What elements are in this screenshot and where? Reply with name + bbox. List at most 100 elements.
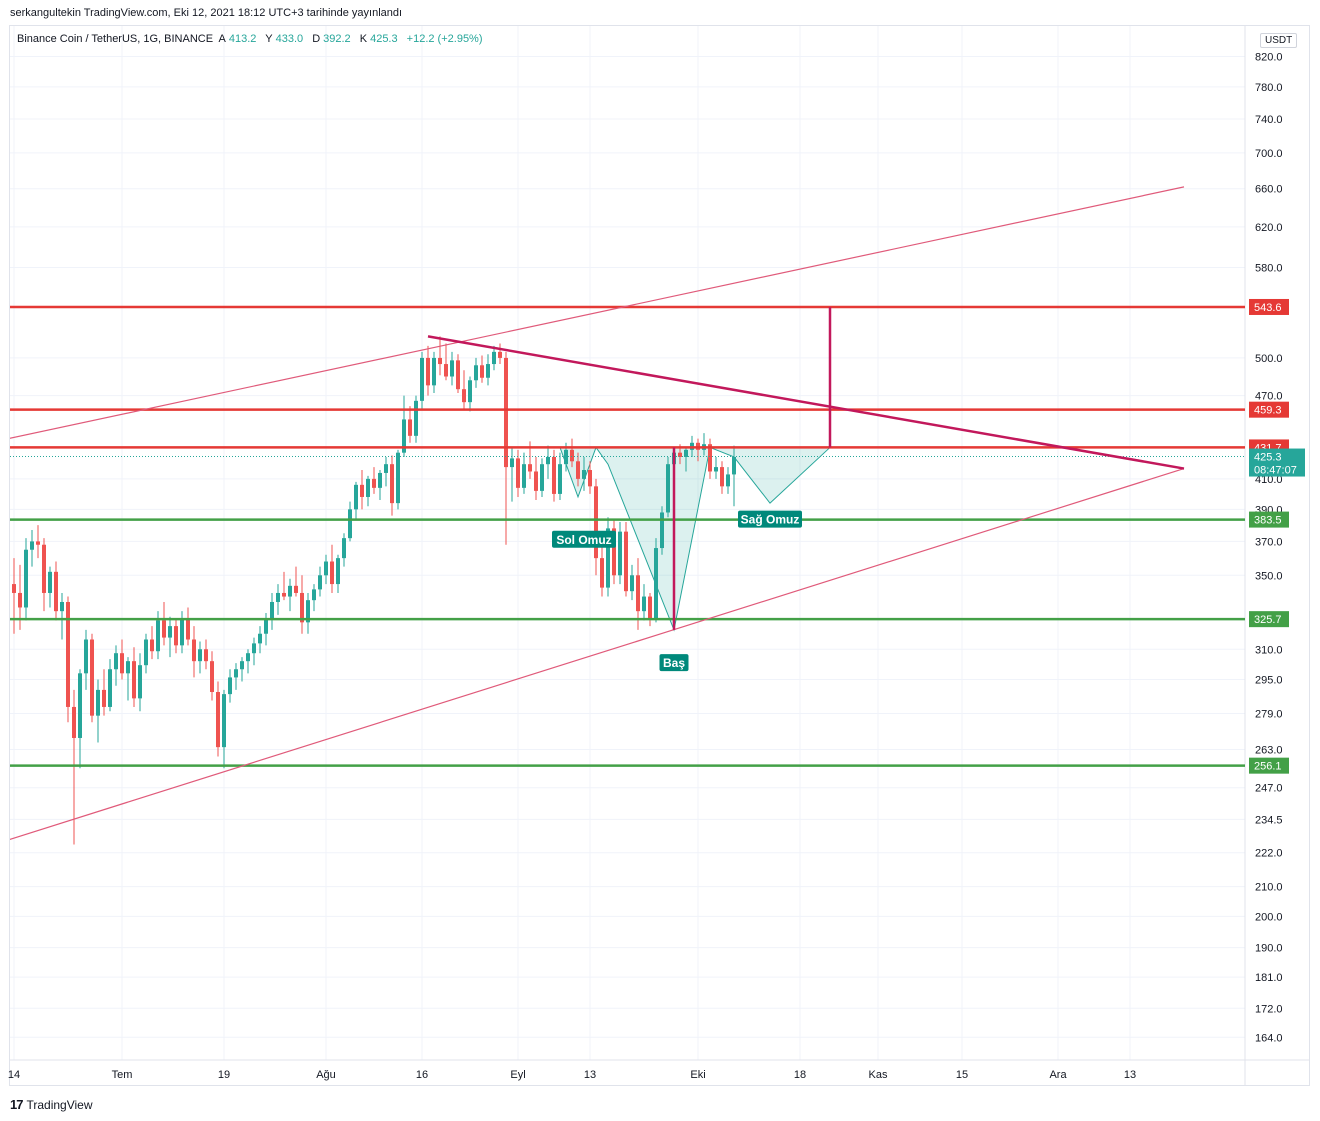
candle-body <box>138 665 142 699</box>
level-price-tag <box>1249 401 1289 418</box>
y-tick-label: 190.0 <box>1255 943 1283 955</box>
candle-body <box>588 470 592 487</box>
currency-selector[interactable]: USDT <box>1260 33 1298 48</box>
candle-body <box>708 444 712 472</box>
candle-body <box>666 464 670 513</box>
candle-body <box>330 561 334 585</box>
annotation-label: Baş <box>663 656 685 670</box>
candle-body <box>144 639 148 666</box>
candle-body <box>48 571 52 593</box>
candle-body <box>24 549 28 608</box>
candle-body <box>432 357 436 386</box>
y-tick-label: 263.0 <box>1255 744 1283 756</box>
y-tick-label: 820.0 <box>1255 51 1283 63</box>
candle-body <box>474 365 478 381</box>
candle-body <box>636 575 640 612</box>
candle-body <box>324 561 328 576</box>
candle-body <box>414 400 418 436</box>
brand-name: TradingView <box>26 1097 93 1112</box>
candle-body <box>510 458 514 468</box>
annotation-box <box>552 530 616 548</box>
candle-body <box>96 689 100 716</box>
candle-body <box>528 464 532 472</box>
candle-body <box>354 484 358 510</box>
candle-body <box>318 575 322 590</box>
candle-body <box>438 357 442 365</box>
annotation-label: Sağ Omuz <box>741 513 800 527</box>
candle-body <box>126 661 130 674</box>
candle-body <box>732 456 736 475</box>
level-price-tag <box>1249 757 1289 774</box>
level-price-label: 543.6 <box>1254 302 1282 314</box>
candle-body <box>30 541 34 550</box>
level-price-label: 459.3 <box>1254 405 1282 417</box>
candle-body <box>294 585 298 593</box>
candle-body <box>678 452 682 457</box>
candle-body <box>240 661 244 670</box>
y-tick-label: 295.0 <box>1255 674 1283 686</box>
candle-body <box>204 649 208 662</box>
level-price-tag <box>1249 611 1289 628</box>
candle-body <box>102 689 106 707</box>
candle-body <box>270 601 274 619</box>
candle-body <box>342 538 346 559</box>
y-tick-label: 620.0 <box>1255 222 1283 234</box>
candle-body <box>90 639 94 716</box>
y-tick-label: 210.0 <box>1255 882 1283 894</box>
candle-body <box>246 653 250 662</box>
candle-body <box>540 464 544 491</box>
candle-body <box>594 486 598 559</box>
candle-body <box>384 464 388 473</box>
x-tick-label: Tem <box>112 1069 133 1081</box>
publish-info: serkangultekin TradingView.com, Eki 12, … <box>10 7 403 19</box>
candle-body <box>624 531 628 592</box>
candle-body <box>396 452 400 504</box>
y-tick-label: 470.0 <box>1255 391 1283 403</box>
level-price-label: 325.7 <box>1254 614 1282 626</box>
y-tick-label: 200.0 <box>1255 911 1283 923</box>
legend-close: K 425.3 <box>359 33 398 45</box>
candle-body <box>12 584 16 593</box>
candle-body <box>408 419 412 436</box>
candle-body <box>150 639 154 652</box>
candle-body <box>174 626 178 646</box>
y-tick-label: 247.0 <box>1255 783 1283 795</box>
candle-body <box>654 548 658 619</box>
candle-body <box>282 592 286 597</box>
y-tick-label: 660.0 <box>1255 184 1283 196</box>
candle-body <box>630 575 634 592</box>
last-price-tag <box>1249 448 1305 477</box>
trendline-descending-resistance <box>427 335 1185 470</box>
tradingview-logo-icon: 17 <box>10 1097 24 1112</box>
annotation-box <box>659 654 689 672</box>
x-tick-label: 19 <box>218 1069 230 1081</box>
candle-body <box>186 618 190 640</box>
y-tick-label: 279.0 <box>1255 708 1283 720</box>
candle-body <box>522 464 526 488</box>
candle-body <box>288 585 292 597</box>
candle-body <box>534 471 538 491</box>
y-tick-label: 580.0 <box>1255 262 1283 274</box>
candle-body <box>468 380 472 403</box>
y-tick-label: 410.0 <box>1255 474 1283 486</box>
x-tick-label: 18 <box>794 1069 806 1081</box>
tradingview-brand[interactable]: 17 TradingView <box>10 1097 93 1112</box>
y-tick-label: 350.0 <box>1255 570 1283 582</box>
candle-body <box>66 601 70 707</box>
candle-body <box>642 596 646 612</box>
chart-frame[interactable] <box>9 25 1310 1086</box>
legend-change: +12.2 (+2.95%) <box>406 33 483 45</box>
x-tick-label: Eyl <box>510 1069 525 1081</box>
x-tick-label: Ara <box>1049 1069 1067 1081</box>
y-tick-label: 234.5 <box>1255 814 1283 826</box>
legend-low: D 392.2 <box>312 33 351 45</box>
candle-body <box>576 461 580 479</box>
y-tick-label: 500.0 <box>1255 353 1283 365</box>
candle-body <box>390 464 394 504</box>
x-tick-label: 15 <box>956 1069 968 1081</box>
candle-body <box>366 478 370 497</box>
y-tick-label: 700.0 <box>1255 148 1283 160</box>
candle-body <box>198 649 202 662</box>
x-tick-label: 14 <box>8 1069 20 1081</box>
